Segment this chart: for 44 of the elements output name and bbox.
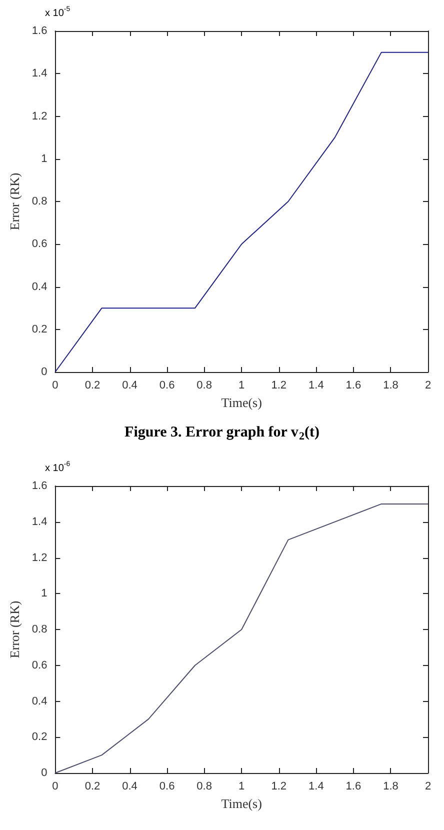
y-tick-label: 0 xyxy=(41,366,48,378)
y-tick-label: 1 xyxy=(41,152,48,165)
y-tick-label: 0.4 xyxy=(32,280,48,293)
x-tick-label: 0.6 xyxy=(159,380,175,392)
x-tick-label: 1 xyxy=(238,780,245,792)
y-axis-title: Error (RK) xyxy=(7,172,22,230)
x-tick-label: 1.6 xyxy=(346,380,362,392)
x-axis-title: Time(s) xyxy=(221,796,262,811)
y-tick-label: 0.2 xyxy=(32,323,48,336)
y-tick-label: 0.8 xyxy=(32,624,48,636)
y-tick-label: 1 xyxy=(41,588,48,600)
y-tick-label: 0 xyxy=(41,767,48,779)
y-tick-label: 1.4 xyxy=(32,516,48,528)
x-tick-label: 1.8 xyxy=(383,780,398,792)
y-tick-label: 0.2 xyxy=(32,731,48,744)
x-tick-label: 1.4 xyxy=(308,780,324,792)
x-axis-title: Time(s) xyxy=(221,394,262,410)
y-tick-label: 0.8 xyxy=(32,196,48,208)
x-tick-label: 0.2 xyxy=(84,380,100,392)
x-tick-label: 0.6 xyxy=(159,780,175,792)
y-tick-label: 0.6 xyxy=(32,238,48,250)
x-tick-label: 1.2 xyxy=(271,380,287,392)
y-axis-title: Error (RK) xyxy=(7,600,22,658)
y-tick-label: 0.4 xyxy=(32,695,48,708)
y-tick-label: 1.6 xyxy=(32,25,48,37)
y-tick-label: 1.6 xyxy=(32,480,48,492)
y-tick-label: 1.4 xyxy=(32,68,48,80)
x-tick-label: 0.2 xyxy=(84,780,100,792)
x-tick-label: 0 xyxy=(52,780,58,792)
x-tick-label: 0 xyxy=(52,380,58,392)
x-tick-label: 2 xyxy=(424,380,432,392)
x-tick-label: 1.2 xyxy=(271,780,287,792)
x-tick-label: 2 xyxy=(424,780,432,792)
x-tick-label: 0.4 xyxy=(122,780,138,792)
y-tick-label: 1.2 xyxy=(32,552,48,564)
x-tick-label: 0.8 xyxy=(196,380,212,392)
x-tick-label: 0.4 xyxy=(122,380,138,392)
x-tick-label: 1.8 xyxy=(383,380,398,392)
x-tick-label: 1.4 xyxy=(308,380,324,392)
x-tick-label: 0.8 xyxy=(196,780,212,792)
y-tick-label: 1.2 xyxy=(32,110,48,122)
y-tick-label: 0.6 xyxy=(32,659,48,672)
x-tick-label: 1 xyxy=(238,380,245,392)
x-tick-label: 1.6 xyxy=(346,780,362,792)
